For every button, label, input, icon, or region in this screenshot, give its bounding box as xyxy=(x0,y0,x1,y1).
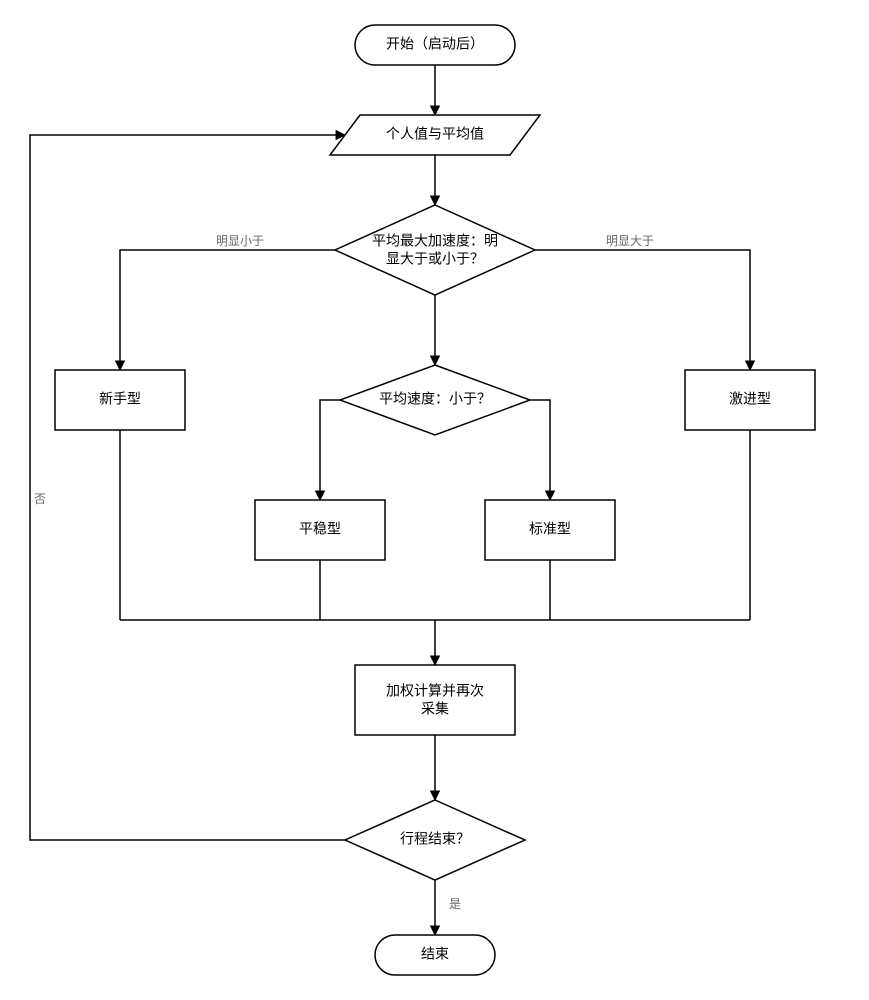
node-novice-label: 新手型 xyxy=(99,391,141,407)
node-end-label: 结束 xyxy=(421,946,449,962)
node-dec1-label2: 显大于或小于？ xyxy=(386,251,484,267)
node-weight-label2: 采集 xyxy=(421,701,449,717)
node-aggr-label: 激进型 xyxy=(729,391,771,407)
node-weight: 加权计算并再次 采集 xyxy=(355,665,515,735)
node-aggr: 激进型 xyxy=(685,370,815,430)
node-start-label: 开始（启动后） xyxy=(386,36,484,52)
node-steady-label: 平稳型 xyxy=(299,521,341,537)
edge-dec3-loop xyxy=(30,135,345,840)
edge-label-no: 否 xyxy=(34,492,46,506)
node-input: 个人值与平均值 xyxy=(330,115,540,155)
node-start: 开始（启动后） xyxy=(355,25,515,65)
edge-dec2-steady xyxy=(320,400,340,500)
edge-label-right: 明显大于 xyxy=(606,234,654,248)
node-dec3-label: 行程结束？ xyxy=(400,831,470,847)
node-end: 结束 xyxy=(375,935,495,975)
node-dec2-label: 平均速度：小于？ xyxy=(379,391,491,407)
edge-label-left: 明显小于 xyxy=(216,234,264,248)
node-novice: 新手型 xyxy=(55,370,185,430)
node-weight-label1: 加权计算并再次 xyxy=(386,683,484,699)
edge-dec1-aggr xyxy=(535,250,750,370)
node-dec2: 平均速度：小于？ xyxy=(340,365,530,435)
node-standard: 标准型 xyxy=(485,500,615,560)
node-dec1: 平均最大加速度：明 显大于或小于？ xyxy=(335,205,535,295)
node-dec3: 行程结束？ xyxy=(345,800,525,880)
node-standard-label: 标准型 xyxy=(529,521,571,537)
node-input-label: 个人值与平均值 xyxy=(386,126,484,142)
node-dec1-label1: 平均最大加速度：明 xyxy=(372,233,498,249)
flowchart: 明显小于 明显大于 否 是 开始（启动后） 个人值与平均值 平均最大加速度：明 … xyxy=(0,0,869,1000)
edge-dec2-standard xyxy=(530,400,550,500)
node-steady: 平稳型 xyxy=(255,500,385,560)
edge-dec1-novice xyxy=(120,250,335,370)
edge-label-yes: 是 xyxy=(449,897,461,911)
